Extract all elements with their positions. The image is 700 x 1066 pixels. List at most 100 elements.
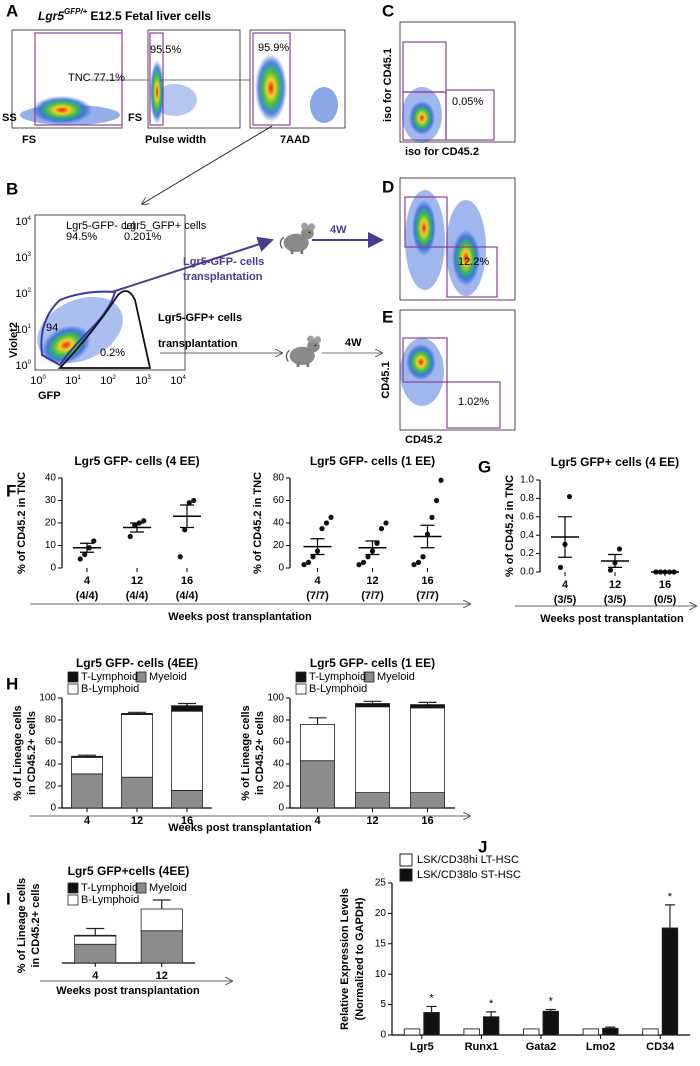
panel-letter: E xyxy=(382,307,393,326)
y-tick-label: 0 xyxy=(50,803,56,814)
data-point xyxy=(82,551,88,558)
y-tick-label: 40 xyxy=(273,518,285,529)
bar-segment xyxy=(121,713,153,715)
x-tick-label: 4 xyxy=(84,575,91,587)
x-axis-label: Weeks post transplantation xyxy=(168,611,312,623)
y-axis-label: Violet2 xyxy=(8,322,20,358)
density xyxy=(150,60,164,124)
panel-letter: H xyxy=(6,674,18,693)
y-tick-label: 100 xyxy=(39,693,56,704)
x-tick-sublabel: (4/4) xyxy=(126,590,149,602)
y-axis-label: % of CD45.2 in TNC xyxy=(16,472,28,574)
bar-segment xyxy=(171,705,203,712)
legend-swatch xyxy=(295,671,307,683)
x-tick-label: 12 xyxy=(609,579,621,591)
legend-swatch xyxy=(399,868,413,882)
bar-segment xyxy=(74,935,117,945)
legend-swatch xyxy=(399,853,413,867)
chart-title: Lgr5 GFP- cells (1 EE) xyxy=(310,454,435,468)
x-tick-label: 4 xyxy=(84,815,91,827)
gate xyxy=(34,32,123,126)
y-tick-label: 0 xyxy=(278,803,284,814)
error-bar xyxy=(152,899,171,909)
bar-segment xyxy=(355,703,390,708)
y-tick-label: 5 xyxy=(380,999,386,1010)
y-tick-label: 0.0 xyxy=(520,567,534,578)
y-axis-label: in CD45.2+ cells xyxy=(254,711,266,795)
sem-bar xyxy=(180,504,194,529)
y-tick-label: 20 xyxy=(45,781,57,792)
legend-swatch xyxy=(295,683,307,695)
x-tick-label: 104 xyxy=(170,375,186,387)
data-point xyxy=(328,514,334,520)
bar-segment xyxy=(171,790,203,809)
y-tick-label: 40 xyxy=(45,759,57,770)
data-point xyxy=(141,518,147,524)
legend-label: Myeloid xyxy=(149,882,187,894)
bar-segment xyxy=(140,930,183,964)
y-tick-label: 100 xyxy=(267,693,284,704)
x-tick-sublabel: (7/7) xyxy=(361,590,384,602)
gate-label: 95.5% xyxy=(150,44,181,56)
density xyxy=(412,200,436,256)
y-tick-label: 80 xyxy=(45,715,57,726)
error-bar xyxy=(308,717,327,725)
x-tick-label: 12 xyxy=(366,815,378,827)
gate-value: 0.2% xyxy=(100,347,125,359)
error-bar xyxy=(178,702,196,706)
x-axis-label: CD45.2 xyxy=(405,434,442,446)
bar-segment xyxy=(410,707,445,794)
y-tick-label: 20 xyxy=(273,540,285,551)
y-axis-label: Relative Expression Levels xyxy=(339,888,351,1030)
y-tick-label: 0.8 xyxy=(520,493,534,504)
legend-swatch xyxy=(135,671,147,683)
data-point xyxy=(305,559,312,565)
superscript: GFP/+ xyxy=(64,7,88,16)
y-tick-label: 25 xyxy=(375,878,387,889)
x-tick-label: 102 xyxy=(100,375,116,387)
bar-segment xyxy=(171,710,203,791)
legend-label: LSK/CD38hi LT-HSC xyxy=(417,854,519,866)
charts: F Lgr5 GFP- cells (4 EE) % of CD45.2 in TN… xyxy=(6,454,696,1053)
gate xyxy=(446,246,498,298)
legend-label: T-Lymphoid xyxy=(81,671,138,683)
y-tick-label: 10 xyxy=(375,969,387,980)
bar-segment xyxy=(121,776,153,809)
y-tick-label: 102 xyxy=(15,288,31,300)
gate xyxy=(446,381,501,429)
transplant-label: transplantation xyxy=(158,338,238,350)
gene: Lgr5 xyxy=(38,9,64,23)
sem-bar xyxy=(558,516,572,558)
gate xyxy=(252,32,291,126)
bar-segment xyxy=(74,934,117,937)
y-axis-label: FS xyxy=(128,112,142,124)
y-tick-label: 100 xyxy=(15,360,31,372)
chart-title: Lgr5 GFP+ cells (4 EE) xyxy=(551,455,679,469)
x-tick-label: 100 xyxy=(30,375,46,387)
data-point xyxy=(356,562,362,568)
significance-marker: * xyxy=(549,995,554,1007)
error-bar xyxy=(418,701,437,705)
density xyxy=(310,87,338,123)
panel-letter: F xyxy=(6,481,16,500)
bar-segment xyxy=(300,724,335,762)
tick-exponent: 0 xyxy=(28,360,32,366)
x-tick-label: Runx1 xyxy=(465,1041,499,1053)
mouse-icon xyxy=(279,221,316,255)
data-point xyxy=(383,520,389,526)
y-axis-label: CD45.1 xyxy=(380,361,392,398)
data-point xyxy=(378,526,385,532)
data-point xyxy=(310,554,316,560)
data-point xyxy=(186,500,192,506)
x-tick-label: 16 xyxy=(421,815,433,827)
gate xyxy=(402,337,448,383)
x-tick-label: 103 xyxy=(135,375,151,387)
x-tick-sublabel: (7/7) xyxy=(416,590,439,602)
chart-title: Lgr5 GFP- cells (4 EE) xyxy=(74,454,199,468)
y-tick-label: 60 xyxy=(45,737,57,748)
tick-base: 10 xyxy=(15,216,27,228)
bar-segment xyxy=(71,757,103,775)
tick-base: 10 xyxy=(100,375,112,387)
bar-segment xyxy=(121,714,153,778)
